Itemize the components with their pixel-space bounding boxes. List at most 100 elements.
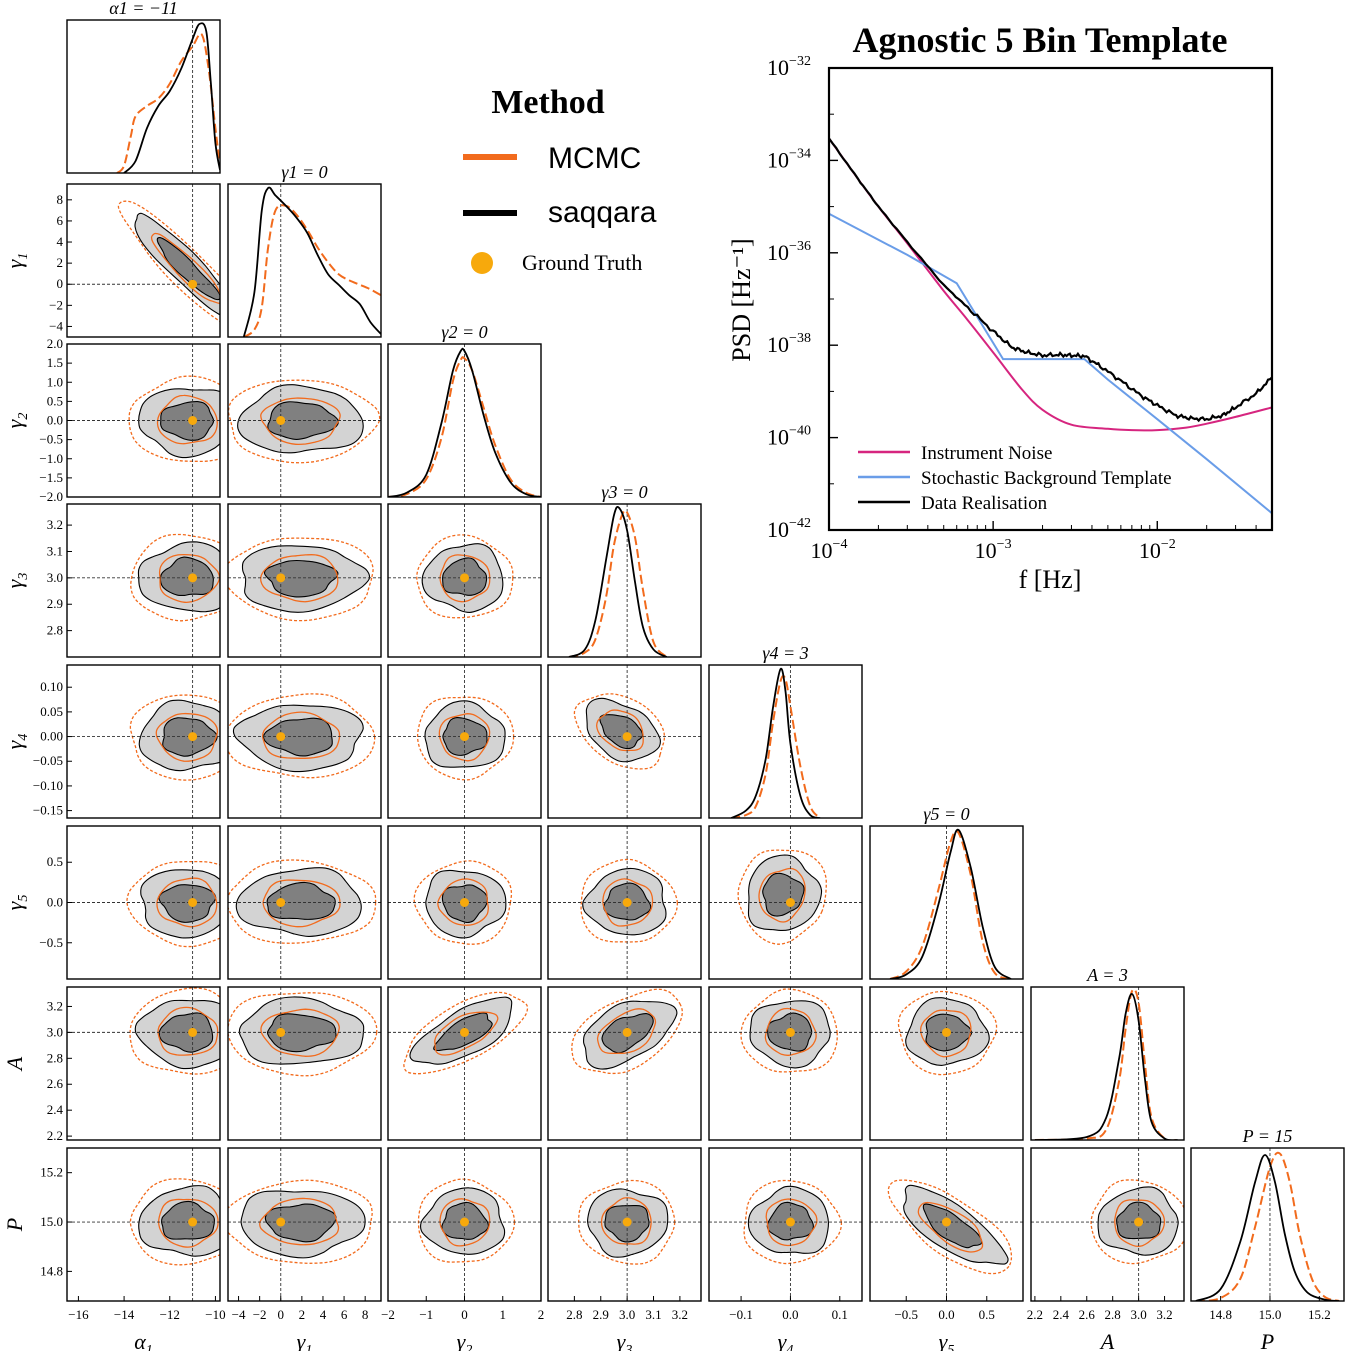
ground-truth-marker — [1134, 1217, 1144, 1227]
x-tick-label: 3.2 — [1156, 1307, 1172, 1322]
y-tick-label: 2.9 — [47, 596, 63, 611]
panel-frame — [387, 343, 542, 498]
mcmc-marginal — [1195, 1151, 1340, 1301]
psd-chart: Agnostic 5 Bin Template 10−4 10−3 10−2 10−3… — [727, 20, 1274, 594]
mcmc-contour-outer — [228, 992, 378, 1077]
panel-frame — [66, 1147, 221, 1302]
ground-truth-marker — [785, 1027, 795, 1037]
mcmc-contour-outer — [228, 537, 374, 622]
panel-5-6 — [869, 986, 1024, 1141]
saqqara-marginal — [1195, 1154, 1340, 1301]
y-tick-label: 0.05 — [40, 704, 63, 719]
x-tick-label: −12 — [160, 1307, 180, 1322]
saqqara-contour-inner — [263, 559, 339, 598]
x-axis-label: A — [1099, 1329, 1115, 1351]
saqqara-contour-inner — [266, 881, 336, 920]
y-tick-label: 0.00 — [40, 729, 63, 744]
mcmc-contour-outer — [403, 991, 529, 1075]
panel-frame — [227, 986, 382, 1141]
saqqara-marginal — [1034, 993, 1178, 1140]
y-tick-label: −0.15 — [33, 803, 63, 818]
ground-truth-marker — [276, 1027, 286, 1037]
panel-3-6 — [547, 986, 702, 1141]
saqqara-contour-inner — [922, 1203, 983, 1249]
y-tick-label: 1.0 — [47, 374, 63, 389]
panel-frame — [1030, 1147, 1185, 1302]
y-tick-label: 0.10 — [40, 679, 63, 694]
y-tick-label: −1.0 — [39, 451, 63, 466]
x-tick-label: 1 — [500, 1307, 507, 1322]
panel-3-4 — [547, 664, 702, 819]
mcmc-contour-outer — [129, 1178, 220, 1266]
panel-1-4 — [227, 664, 382, 819]
y-tick-label: −2.0 — [39, 489, 63, 504]
psd-y-tick-label: 10−38 — [767, 331, 811, 357]
ground-truth-marker — [942, 1027, 951, 1037]
panel-0-0: α1 = −11 — [66, 0, 221, 174]
x-tick-label: 2.8 — [1105, 1307, 1121, 1322]
ground-truth-marker — [785, 1217, 795, 1227]
ground-truth-marker — [622, 1027, 632, 1037]
x-tick-label: −10 — [205, 1307, 225, 1322]
x-tick-label: 2.2 — [1027, 1307, 1043, 1322]
panel-1-1: γ1 = 0 — [227, 162, 382, 338]
panel-frame — [227, 825, 382, 980]
panel-frame — [227, 343, 382, 498]
panel-1-5 — [227, 825, 382, 980]
psd-y-tick-label: 10−42 — [767, 516, 811, 542]
panel-1-3 — [227, 503, 382, 658]
y-tick-label: 3.0 — [47, 570, 63, 585]
marginal-title: γ5 = 0 — [923, 804, 969, 824]
x-tick-label: −1 — [419, 1307, 433, 1322]
y-tick-label: 0 — [57, 276, 64, 291]
mcmc-contour-outer — [228, 693, 376, 779]
psd-legend-label-data: Data Realisation — [921, 493, 1048, 514]
mcmc-contour-inner — [600, 1197, 652, 1245]
ground-truth-marker — [276, 898, 286, 907]
psd-xlabel: f [Hz] — [1019, 565, 1082, 594]
mcmc-marginal — [731, 674, 821, 818]
x-tick-label: −2 — [381, 1307, 395, 1322]
ground-truth-marker — [188, 898, 198, 907]
y-tick-label: 2.6 — [47, 1076, 64, 1091]
x-tick-label: 4 — [320, 1307, 327, 1322]
marginal-title: γ3 = 0 — [601, 482, 647, 502]
x-axis-label: γ2 — [457, 1329, 473, 1351]
mcmc-contour-inner — [434, 1011, 499, 1056]
x-tick-label: 15.2 — [1308, 1307, 1331, 1322]
panel-frame — [387, 664, 542, 819]
y-tick-label: −1.5 — [39, 470, 63, 485]
panel-4-4: γ4 = 3 — [708, 643, 863, 819]
psd-plot-area: 10−4 10−3 10−2 10−32 10−34 10−36 10−38 10−40 10−… — [767, 54, 1274, 563]
panel-5-7: −0.5 0.0 0.5 γ5 — [869, 1147, 1024, 1351]
panel-frame — [66, 19, 221, 174]
mcmc-contour-inner — [260, 1008, 340, 1057]
y-tick-label: 0.5 — [47, 393, 63, 408]
mcmc-contour-inner — [596, 1008, 657, 1055]
ground-truth-marker — [460, 1027, 469, 1037]
panel-4-5 — [708, 825, 863, 980]
psd-series-line-0 — [829, 137, 1272, 432]
psd-series-line-1 — [829, 212, 1272, 515]
legend-ground-truth-marker — [471, 252, 493, 274]
marginal-title: A = 3 — [1086, 965, 1128, 985]
x-tick-label: 3.1 — [645, 1307, 661, 1322]
ground-truth-marker — [188, 573, 198, 583]
panel-frame — [547, 503, 702, 658]
mcmc-contour-outer — [580, 858, 678, 943]
y-tick-label: 3.0 — [47, 1024, 63, 1039]
psd-ylabel: PSD [Hz⁻¹] — [727, 238, 756, 361]
ground-truth-marker — [188, 279, 198, 289]
x-tick-label: −2 — [253, 1307, 267, 1322]
saqqara-marginal — [123, 22, 220, 173]
y-tick-label: 8 — [57, 192, 64, 207]
mcmc-contour-inner — [1114, 1199, 1166, 1247]
panel-frame — [66, 664, 221, 819]
mcmc-contour-outer — [228, 379, 381, 464]
x-tick-label: −0.1 — [729, 1307, 753, 1322]
panel-2-4 — [387, 664, 542, 819]
y-tick-label: 3.2 — [47, 998, 63, 1013]
mcmc-contour-outer — [117, 200, 220, 323]
panel-3-3: γ3 = 0 — [547, 482, 702, 658]
